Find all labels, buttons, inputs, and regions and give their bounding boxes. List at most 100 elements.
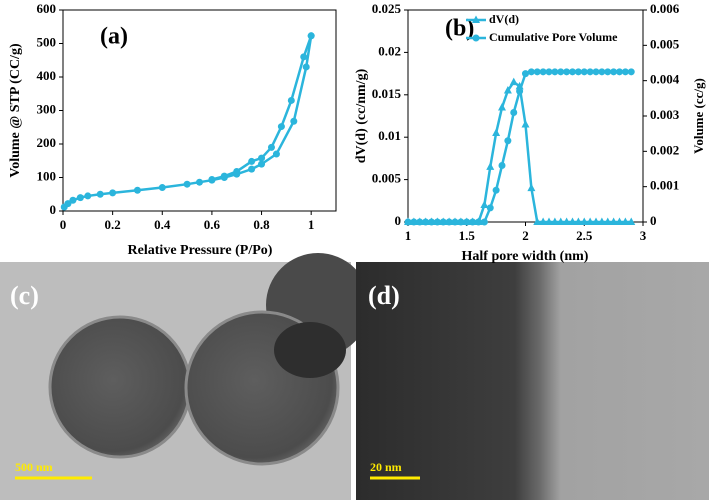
marker	[469, 218, 477, 226]
overlap	[274, 322, 346, 378]
marker	[248, 157, 256, 165]
particle	[48, 315, 192, 459]
scale-label: 500 nm	[15, 460, 53, 474]
marker	[551, 68, 559, 76]
panel-d: (d) 20 nm	[356, 262, 709, 500]
marker	[550, 217, 559, 225]
y2-tick-label: 0.002	[650, 142, 679, 157]
marker	[183, 180, 191, 188]
marker	[580, 68, 588, 76]
marker	[457, 218, 465, 226]
marker	[445, 218, 453, 226]
marker	[586, 68, 594, 76]
legend-marker	[472, 15, 480, 23]
marker	[568, 217, 577, 225]
y-axis-title: dV(d) (cc/nm/g)	[354, 68, 369, 163]
marker	[522, 70, 529, 78]
y-tick-label: 0.01	[378, 128, 401, 143]
scale-label: 20 nm	[370, 460, 402, 474]
marker	[574, 68, 582, 76]
marker	[248, 165, 256, 173]
marker	[627, 217, 636, 225]
series-line	[211, 35, 313, 181]
marker	[603, 217, 612, 225]
x-tick-label: 0.4	[154, 217, 171, 232]
marker	[610, 68, 618, 76]
y2-tick-label: 0.005	[650, 36, 680, 51]
marker	[539, 68, 547, 76]
marker	[486, 162, 495, 170]
y2-tick-label: 0.004	[650, 72, 680, 87]
legend-label: dV(d)	[489, 12, 519, 26]
marker	[272, 150, 280, 158]
marker	[208, 176, 216, 184]
marker	[267, 143, 275, 151]
y-tick-label: 500	[37, 34, 57, 49]
x-tick-label: 0.8	[253, 217, 270, 232]
marker	[69, 196, 77, 204]
marker	[597, 217, 606, 225]
x-tick-label: 1	[405, 228, 412, 243]
marker	[539, 217, 548, 225]
y2-tick-label: 0	[650, 213, 657, 228]
marker	[196, 178, 203, 186]
marker	[498, 103, 506, 111]
marker	[463, 218, 471, 226]
y-tick-label: 0.015	[372, 86, 402, 101]
marker	[562, 217, 571, 225]
y2-tick-label: 0.003	[650, 107, 680, 122]
x-axis-title: Half pore width (nm)	[462, 249, 589, 264]
marker	[451, 218, 459, 226]
x-tick-label: 0.6	[204, 217, 221, 232]
marker	[563, 68, 571, 76]
x-axis-title: Relative Pressure (P/Po)	[128, 243, 273, 258]
marker	[410, 218, 418, 226]
marker	[492, 186, 500, 194]
panel-label: (d)	[368, 281, 400, 310]
marker	[556, 217, 565, 225]
marker	[527, 183, 536, 192]
y-tick-label: 0	[395, 213, 402, 228]
y-tick-label: 400	[37, 68, 57, 83]
x-tick-label: 1.5	[459, 228, 476, 243]
marker	[480, 218, 488, 226]
y-tick-label: 0.02	[378, 43, 401, 58]
marker	[84, 192, 92, 200]
marker	[96, 190, 104, 198]
x-tick-label: 0	[60, 217, 67, 232]
marker	[592, 68, 600, 76]
annotation: (a)	[100, 24, 128, 50]
marker	[433, 218, 441, 226]
marker	[416, 218, 424, 226]
marker	[258, 160, 266, 168]
marker	[290, 117, 298, 125]
marker	[604, 68, 612, 76]
marker	[428, 218, 435, 226]
marker	[609, 217, 618, 225]
marker	[475, 218, 482, 226]
marker	[533, 217, 542, 225]
y-tick-label: 0.025	[372, 1, 402, 16]
y-tick-label: 0.005	[372, 171, 402, 186]
y-tick-label: 600	[37, 1, 57, 16]
marker	[521, 119, 530, 128]
series-line	[408, 80, 632, 224]
marker	[533, 68, 541, 76]
marker	[598, 68, 606, 76]
marker	[615, 217, 624, 225]
panel-c: (c) 500 nm	[0, 253, 370, 500]
marker	[527, 68, 535, 76]
marker	[302, 63, 310, 71]
y-tick-label: 100	[37, 168, 57, 183]
y-tick-label: 200	[37, 135, 57, 150]
y2-tick-label: 0.001	[650, 178, 679, 193]
marker	[277, 123, 285, 131]
x-tick-label: 0.2	[105, 217, 121, 232]
tem-image	[356, 262, 709, 500]
x-tick-label: 1	[308, 217, 315, 232]
marker	[516, 87, 524, 95]
marker	[300, 53, 308, 61]
legend-label: Cumulative Pore Volume	[489, 30, 618, 44]
panel-label: (c)	[10, 281, 39, 310]
